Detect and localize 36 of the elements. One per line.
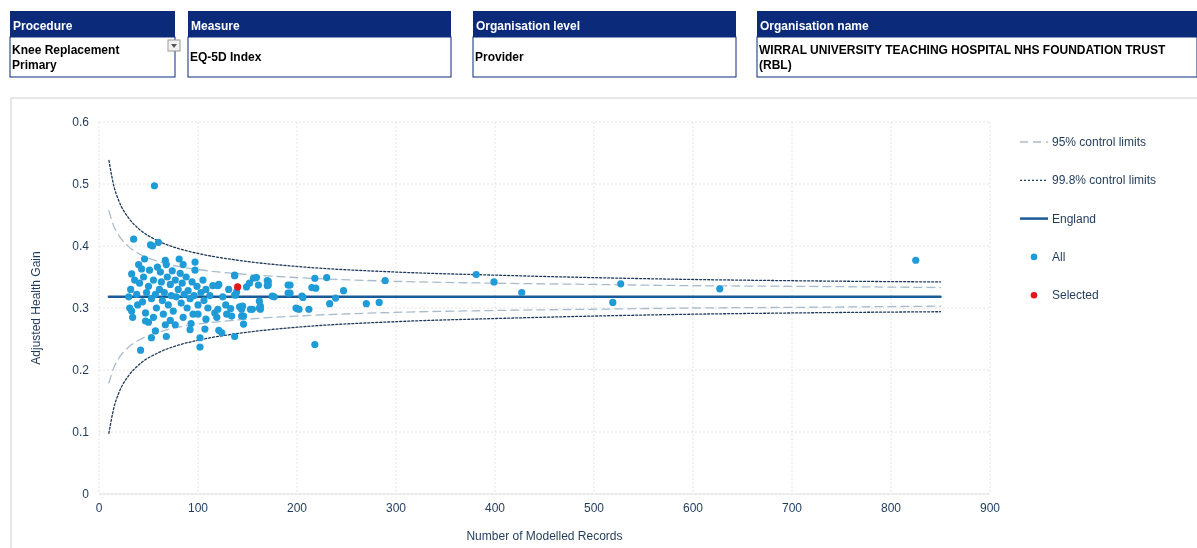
y-tick-label: 0.4 [72,239,90,253]
line-series [108,305,942,384]
text: EQ-5D Index [190,49,263,66]
legend-label: England [1052,211,1097,226]
legend-label: Selected [1052,288,1099,303]
text: Knee Replacement Primary [12,41,121,74]
text: Procedure [13,19,73,33]
y-tick-label: 0.6 [72,115,90,129]
y-tick-label: 0 [82,487,90,501]
legend-label: All [1052,249,1066,264]
x-tick-label: 600 [682,501,704,515]
text: Organisation name [760,19,870,33]
x-tick-label: 800 [880,501,902,515]
x-tick-label: 400 [484,501,506,515]
y-tick-label: 0.1 [72,425,90,439]
x-tick-label: 300 [385,501,407,515]
text: Measure [191,19,241,33]
x-tick-label: 500 [583,501,605,515]
legend-label: 95% control limits [1052,135,1147,149]
text: WIRRAL UNIVERSITY TEACHING HOSPITAL NHS FOUNDATION TRUST (RBL) [759,41,1167,74]
x-tick-label: 700 [781,501,803,515]
y-tick-label: 0.2 [72,363,90,377]
line-series [108,210,942,289]
x-axis-title: Number of Modelled Records [466,529,623,543]
y-tick-label: 0.3 [72,301,90,315]
text: Provider [475,49,525,66]
x-tick-label: 100 [187,501,209,515]
x-tick-label: 900 [979,501,1001,515]
x-tick-label: 0 [95,501,103,515]
line-series [108,311,942,434]
y-axis-title: Adjusted Health Gain [29,251,43,365]
text: Organisation level [476,19,581,33]
line-series [108,159,942,283]
y-tick-label: 0.5 [72,177,90,191]
legend-label: 99.8% control limits [1052,173,1157,188]
x-tick-label: 200 [286,501,308,515]
